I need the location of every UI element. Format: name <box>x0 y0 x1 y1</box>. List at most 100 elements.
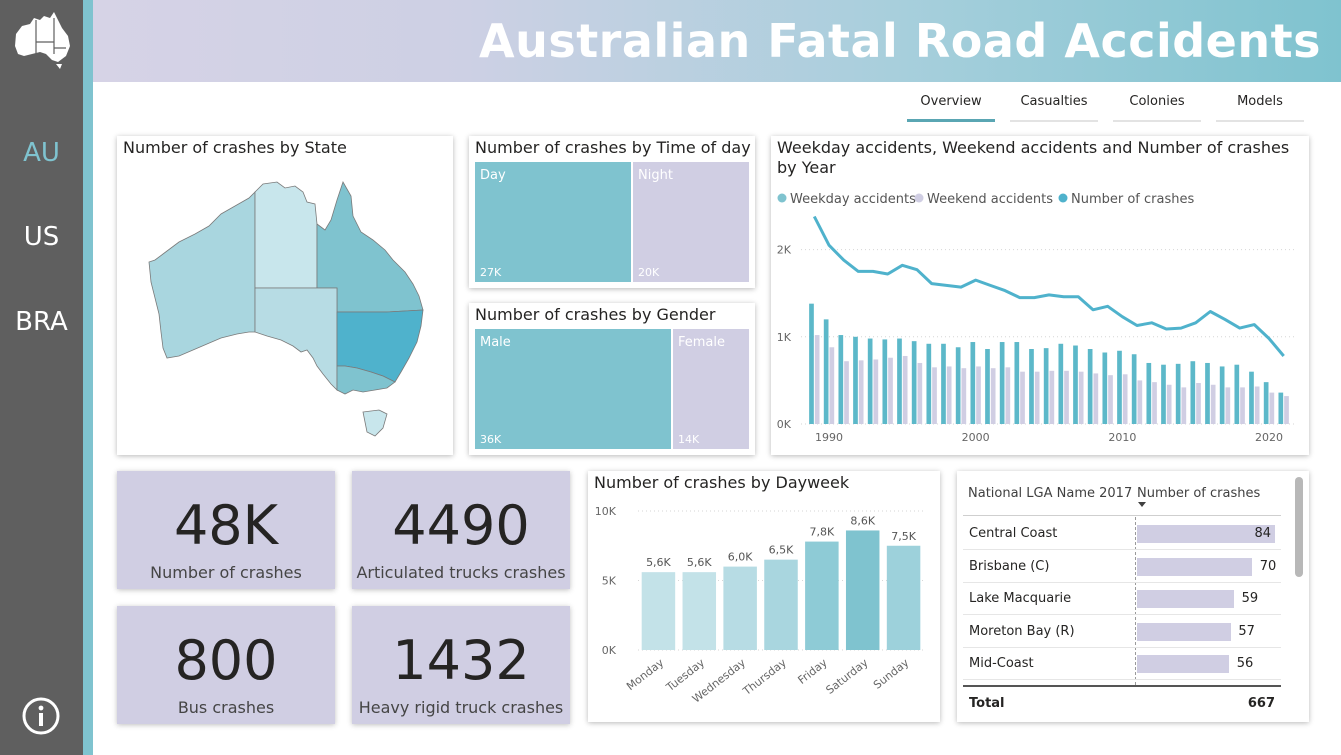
bar-weekend[interactable] <box>1166 384 1172 424</box>
bar-weekday[interactable] <box>1029 349 1034 424</box>
table-scrollbar[interactable] <box>1295 477 1303 577</box>
legend-marker[interactable] <box>1058 193 1068 203</box>
table-row[interactable]: Mid-Coast 56 <box>963 647 1281 681</box>
bar-weekday[interactable] <box>897 338 902 424</box>
nav-item-us[interactable]: US <box>23 222 60 252</box>
sort-descending-icon[interactable] <box>1137 501 1147 509</box>
bar-tuesday[interactable] <box>682 572 717 650</box>
bar-monday[interactable] <box>641 572 676 650</box>
bar-weekend[interactable] <box>902 355 908 424</box>
bar-weekend[interactable] <box>932 367 937 424</box>
bar-weekend[interactable] <box>1152 382 1157 424</box>
bar-weekday[interactable] <box>955 347 961 424</box>
bar-weekend[interactable] <box>1005 367 1011 424</box>
bar-weekday[interactable] <box>1073 345 1078 424</box>
bar-weekend[interactable] <box>1210 384 1216 424</box>
tab-casualties[interactable]: Casualties <box>1010 86 1098 122</box>
bar-weekday[interactable] <box>1043 348 1049 424</box>
table-header-lga[interactable]: National LGA Name 2017 <box>968 486 1133 501</box>
legend-label[interactable]: Weekend accidents <box>927 192 1053 207</box>
legend-label[interactable]: Number of crashes <box>1071 192 1194 207</box>
bar-weekday[interactable] <box>1205 362 1210 424</box>
bar-weekend[interactable] <box>1196 383 1201 424</box>
bar-thursday[interactable] <box>764 559 798 650</box>
tab-overview[interactable]: Overview <box>907 86 995 122</box>
map-state-tas[interactable] <box>362 409 388 437</box>
bar-weekend[interactable] <box>1269 392 1275 424</box>
bar-weekday[interactable] <box>1234 364 1240 424</box>
bar-weekday[interactable] <box>809 303 814 424</box>
bar-weekend[interactable] <box>888 357 893 424</box>
bar-weekend[interactable] <box>976 366 981 424</box>
bar-weekday[interactable] <box>911 341 917 424</box>
bar-weekday[interactable] <box>1190 361 1196 424</box>
tab-models[interactable]: Models <box>1216 86 1304 122</box>
treemap-cell-night[interactable]: Night 20K <box>633 162 749 282</box>
bar-weekend[interactable] <box>961 368 967 424</box>
bar-weekday[interactable] <box>1014 342 1020 424</box>
bar-weekend[interactable] <box>917 362 923 424</box>
bar-weekday[interactable] <box>1102 352 1108 424</box>
table-row[interactable]: Central Coast 84 <box>963 517 1281 550</box>
bar-weekend[interactable] <box>829 347 835 424</box>
bar-weekend[interactable] <box>814 335 820 424</box>
bar-weekday[interactable] <box>1117 350 1122 424</box>
bar-weekday[interactable] <box>999 342 1005 424</box>
treemap-cell-female[interactable]: Female 14K <box>673 329 749 449</box>
bar-weekend[interactable] <box>1078 371 1084 424</box>
bar-weekend[interactable] <box>1049 370 1055 424</box>
bar-weekday[interactable] <box>838 335 844 424</box>
table-row[interactable]: Lake Macquarie 59 <box>963 582 1281 616</box>
bar-weekday[interactable] <box>1131 354 1137 424</box>
treemap-cell-day[interactable]: Day 27K <box>475 162 631 282</box>
map-state-nt[interactable] <box>254 181 318 289</box>
bar-weekend[interactable] <box>1137 380 1143 424</box>
bar-weekday[interactable] <box>985 349 990 424</box>
bar-weekday[interactable] <box>926 343 932 424</box>
legend-marker[interactable] <box>914 193 924 203</box>
table-header-crashes[interactable]: Number of crashes <box>1137 486 1261 501</box>
bar-weekday[interactable] <box>1058 343 1064 424</box>
bar-weekday[interactable] <box>882 339 888 424</box>
bar-weekend[interactable] <box>990 368 996 424</box>
bar-sunday[interactable] <box>886 545 921 650</box>
bar-weekend[interactable] <box>1034 371 1040 424</box>
tab-colonies[interactable]: Colonies <box>1113 86 1201 122</box>
nav-item-bra[interactable]: BRA <box>15 307 68 337</box>
bar-weekend[interactable] <box>1240 387 1245 424</box>
bar-weekday[interactable] <box>1146 362 1152 424</box>
bar-weekday[interactable] <box>970 342 976 424</box>
bar-weekend[interactable] <box>1284 396 1289 424</box>
bar-weekend[interactable] <box>1254 386 1260 424</box>
bar-weekend[interactable] <box>1064 370 1069 424</box>
bar-weekend[interactable] <box>1181 387 1187 424</box>
table-row[interactable]: Moreton Bay (R) 57 <box>963 615 1281 648</box>
bar-weekday[interactable] <box>1087 349 1093 424</box>
bar-weekday[interactable] <box>1249 371 1254 424</box>
table-row[interactable]: Brisbane (C) 70 <box>963 550 1281 583</box>
bar-weekday[interactable] <box>1263 382 1269 424</box>
australia-map-icon[interactable] <box>10 8 74 72</box>
bar-weekend[interactable] <box>1093 373 1099 424</box>
bar-weekday[interactable] <box>823 319 829 424</box>
bar-wednesday[interactable] <box>723 566 757 650</box>
bar-weekend[interactable] <box>844 361 849 424</box>
legend-label[interactable]: Weekday accidents <box>790 192 916 207</box>
bar-weekend[interactable] <box>946 366 952 424</box>
map-state-vic[interactable] <box>336 365 396 395</box>
bar-weekend[interactable] <box>1108 375 1113 424</box>
bar-weekday[interactable] <box>867 338 873 424</box>
line-number-of-crashes[interactable] <box>812 215 1285 357</box>
bar-weekend[interactable] <box>1225 387 1231 424</box>
bar-weekday[interactable] <box>1278 392 1284 424</box>
bar-weekend[interactable] <box>873 359 879 424</box>
legend-marker[interactable] <box>777 193 787 203</box>
nav-item-au[interactable]: AU <box>23 138 60 168</box>
bar-weekend[interactable] <box>858 360 864 424</box>
bar-friday[interactable] <box>805 541 839 650</box>
map-state-sa[interactable] <box>254 287 338 391</box>
bar-weekday[interactable] <box>853 336 858 424</box>
bar-weekday[interactable] <box>1175 363 1181 424</box>
info-icon[interactable] <box>21 696 61 736</box>
bar-weekday[interactable] <box>1161 364 1166 424</box>
